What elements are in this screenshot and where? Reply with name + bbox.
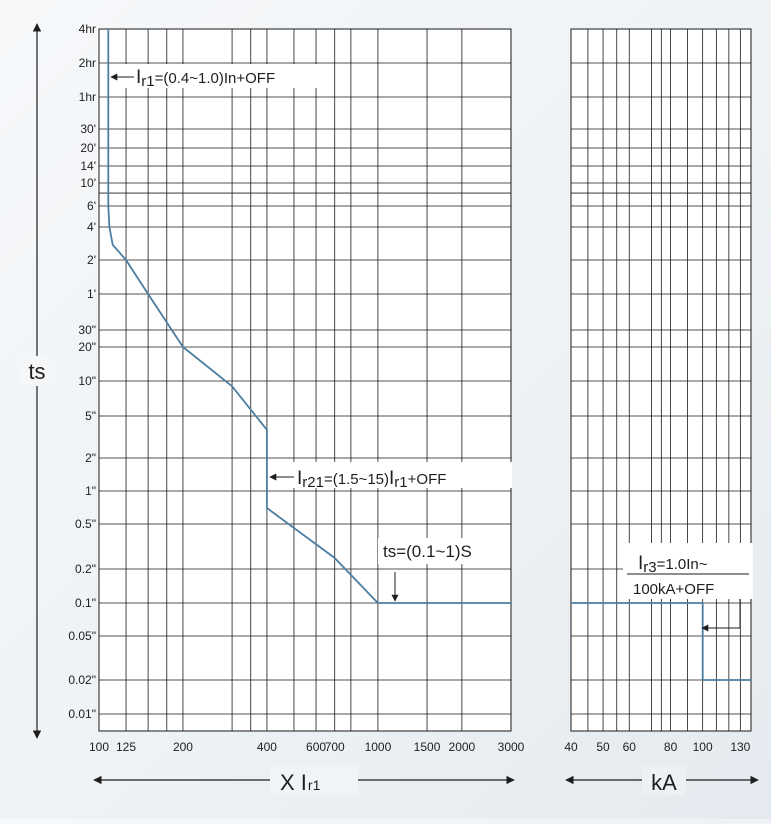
x-ka-tick-labels: 40 50 60 80 100 130 — [564, 740, 750, 754]
annotation-ts: ts=(0.1~1)S — [378, 538, 506, 602]
y-tick-label: 20' — [80, 141, 96, 155]
x-main-tick-label: 2000 — [449, 740, 476, 754]
y-tick-label: 4' — [87, 220, 96, 234]
y-tick-label: 0.5" — [75, 517, 96, 531]
y-tick-label: 1' — [87, 287, 96, 301]
main-panel-grid — [98, 28, 512, 732]
curves — [107, 29, 751, 681]
y-tick-label: 0.01" — [68, 707, 96, 721]
x-main-tick-label: 100 — [89, 740, 109, 754]
x-ka-tick-label: 130 — [730, 740, 750, 754]
y-tick-label: 10" — [78, 374, 96, 388]
x-main-axis-label-main: X I — [280, 770, 307, 795]
y-tick-label: 0.05" — [68, 629, 96, 643]
y-axis-label: ts — [28, 359, 45, 384]
y-tick-labels: 4hr 2hr 1hr 30' 20' 14' 10' 6' 4' 2' 1' 30" 20" 10" 5"… — [68, 22, 96, 721]
ka-panel-grid — [570, 28, 752, 732]
x-main-tick-label: 700 — [325, 740, 345, 754]
y-tick-label: 20" — [78, 340, 96, 354]
y-tick-label: 4hr — [79, 22, 96, 36]
x-main-label-backdrop — [270, 765, 358, 795]
y-tick-label: 1" — [85, 484, 96, 498]
x-ka-tick-label: 50 — [596, 740, 610, 754]
y-tick-label: 5" — [85, 409, 96, 423]
annotation-ir3: Ir3=1.0In~ 100kA+OFF — [623, 543, 753, 632]
y-tick-label: 2' — [87, 253, 96, 267]
svg-text:ts=(0.1~1)S: ts=(0.1~1)S — [383, 542, 472, 561]
svg-text:Ir21=(1.5~15)Ir1+OFF: Ir21=(1.5~15)Ir1+OFF — [297, 468, 446, 491]
x-main-tick-label: 600 — [306, 740, 326, 754]
y-tick-label: 30" — [78, 323, 96, 337]
x-ka-tick-label: 80 — [664, 740, 678, 754]
y-tick-label: 1hr — [79, 90, 96, 104]
y-tick-label: 10' — [80, 176, 96, 190]
svg-text:100kA+OFF: 100kA+OFF — [633, 581, 714, 598]
x-main-tick-label: 3000 — [498, 740, 525, 754]
y-tick-label: 14' — [80, 159, 96, 173]
x-main-tick-label: 1000 — [365, 740, 392, 754]
svg-text:Ir1=(0.4~1.0)In+OFF: Ir1=(0.4~1.0)In+OFF — [136, 67, 275, 90]
y-tick-label: 2" — [85, 451, 96, 465]
annotation-ir21: Ir21=(1.5~15)Ir1+OFF — [269, 462, 512, 491]
y-label-backdrop — [20, 356, 54, 386]
y-tick-label: 6' — [87, 199, 96, 213]
x-main-tick-label: 125 — [116, 740, 136, 754]
x-main-axis-label-sub: r1 — [308, 777, 321, 793]
y-tick-label: 0.2" — [75, 562, 96, 576]
main-panel-frame — [98, 28, 512, 732]
x-ka-tick-label: 40 — [564, 740, 578, 754]
svg-text:Ir3=1.0In~: Ir3=1.0In~ — [638, 553, 708, 576]
trip-curve-main — [107, 29, 511, 604]
x-ka-axis-label: kA — [651, 770, 677, 795]
y-tick-label: 0.02" — [68, 673, 96, 687]
x-main-tick-label: 1500 — [414, 740, 441, 754]
y-tick-label: 0.1" — [75, 596, 96, 610]
x-ka-label-backdrop — [642, 765, 686, 795]
x-ka-tick-label: 100 — [693, 740, 713, 754]
annotation-ir1: Ir1=(0.4~1.0)In+OFF — [110, 64, 332, 90]
trip-curve-ka — [571, 602, 751, 681]
x-main-tick-label: 200 — [173, 740, 193, 754]
y-tick-label: 30' — [80, 122, 96, 136]
x-ka-tick-label: 60 — [623, 740, 637, 754]
x-main-axis-label: X Ir1 — [280, 770, 321, 795]
x-main-tick-label: 400 — [257, 740, 277, 754]
y-tick-label: 2hr — [79, 56, 96, 70]
